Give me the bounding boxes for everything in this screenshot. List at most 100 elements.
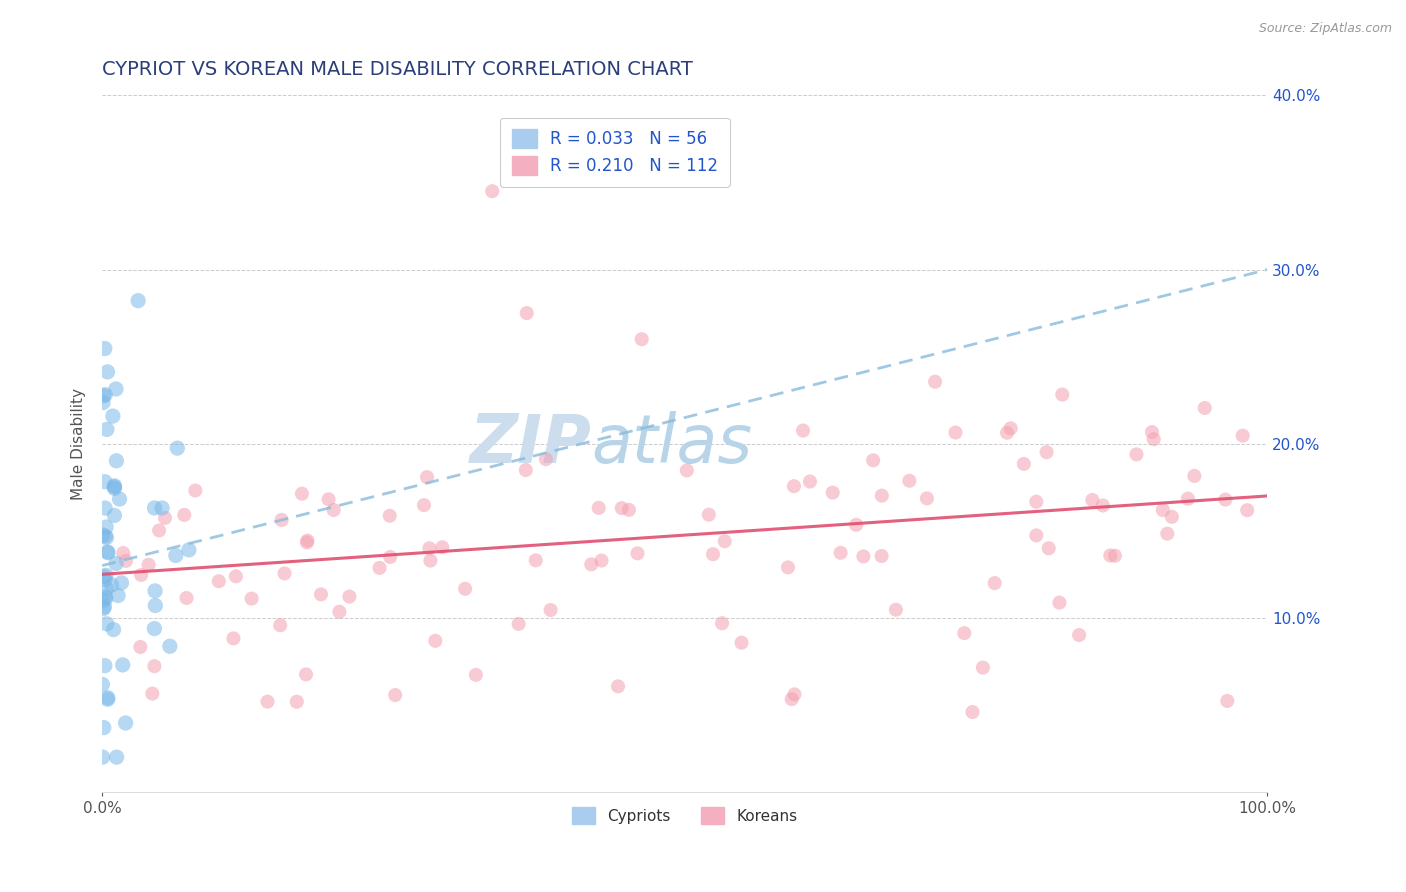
Point [845,517,868,532]
Point [94,658,117,673]
Point [419,553,441,567]
Point [96,531,118,545]
Point [962,705,984,719]
Point [94,573,117,587]
Point [368,561,391,575]
Point [799,475,821,489]
Point [176,591,198,605]
Point [148,524,170,538]
Text: Source: ZipAtlas.com: Source: ZipAtlas.com [1258,22,1392,36]
Point [143,599,166,613]
Point [1052,387,1074,401]
Point [1012,457,1035,471]
Point [127,293,149,308]
Point [150,501,173,516]
Point [93,721,115,735]
Point [322,503,344,517]
Point [380,549,402,564]
Point [93,389,115,403]
Point [94,590,117,604]
Point [953,626,976,640]
Point [94,387,117,401]
Point [783,687,806,701]
Point [105,454,128,468]
Point [273,566,295,581]
Point [91,677,114,691]
Point [1025,494,1047,508]
Point [432,541,454,555]
Point [425,633,447,648]
Point [515,463,537,477]
Point [173,508,195,522]
Point [208,574,231,589]
Point [103,479,125,493]
Point [870,489,893,503]
Point [297,533,319,548]
Point [103,623,125,637]
Point [384,688,406,702]
Point [1160,509,1182,524]
Point [295,535,318,549]
Point [96,545,118,559]
Point [1081,493,1104,508]
Point [112,546,135,560]
Point [96,365,118,379]
Point [1232,428,1254,442]
Point [97,692,120,706]
Point [96,616,118,631]
Point [792,424,814,438]
Text: atlas: atlas [592,410,752,476]
Point [91,750,114,764]
Point [222,632,245,646]
Point [413,498,436,512]
Point [270,513,292,527]
Point [540,603,562,617]
Point [240,591,263,606]
Point [676,463,699,477]
Point [256,695,278,709]
Point [591,553,613,567]
Point [418,541,440,556]
Point [96,422,118,436]
Point [1236,503,1258,517]
Point [1182,469,1205,483]
Point [898,474,921,488]
Point [91,528,114,542]
Point [610,501,633,516]
Point [945,425,967,440]
Point [97,690,120,705]
Y-axis label: Male Disability: Male Disability [72,388,86,500]
Point [138,558,160,572]
Point [91,593,114,607]
Point [626,546,648,560]
Point [103,481,125,495]
Point [107,589,129,603]
Point [1091,499,1114,513]
Point [93,601,115,615]
Point [1125,447,1147,461]
Point [143,659,166,673]
Point [141,687,163,701]
Point [94,501,117,516]
Point [617,503,640,517]
Point [96,582,118,596]
Point [924,375,946,389]
Legend: Cypriots, Koreans: Cypriots, Koreans [562,798,807,833]
Point [291,486,314,500]
Point [711,616,734,631]
Point [97,546,120,560]
Point [534,452,557,467]
Point [862,453,884,467]
Point [100,578,122,592]
Point [94,342,117,356]
Point [697,508,720,522]
Point [1177,491,1199,506]
Point [1025,528,1047,542]
Point [416,470,439,484]
Point [852,549,875,564]
Point [481,184,503,198]
Point [111,657,134,672]
Point [581,558,603,572]
Point [339,590,361,604]
Point [1156,526,1178,541]
